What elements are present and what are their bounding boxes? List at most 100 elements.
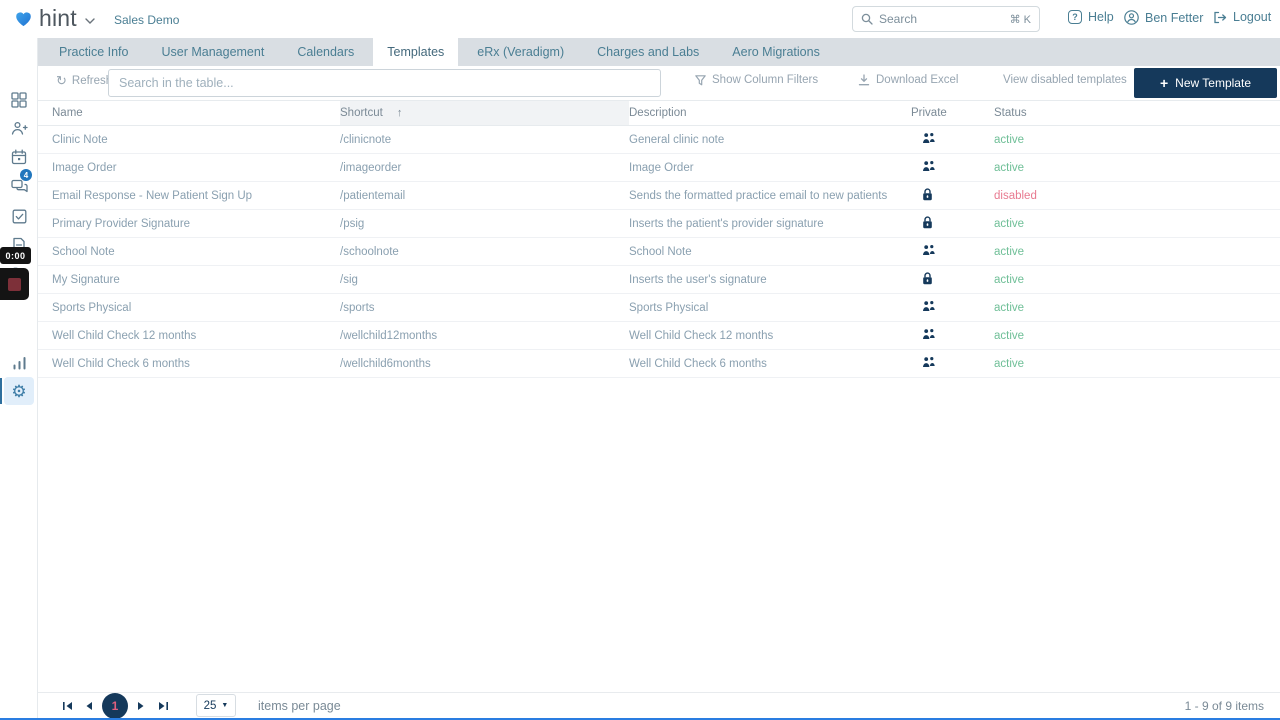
practice-name[interactable]: Sales Demo (114, 13, 180, 27)
cell-status: disabled (994, 189, 1037, 202)
column-header-name[interactable]: Name (52, 107, 83, 119)
cell-status: active (994, 357, 1025, 370)
cell-name: School Note (52, 245, 115, 258)
tab-practice-info[interactable]: Practice Info (45, 38, 142, 66)
tab-label: User Management (161, 45, 265, 59)
table-row[interactable]: Well Child Check 12 months /wellchild12m… (38, 322, 1280, 350)
tab-label: eRx (Veradigm) (477, 45, 565, 59)
current-page-button[interactable]: 1 (102, 692, 128, 719)
templates-panel: ↻ Refresh Show Column Filters Download E… (38, 66, 1280, 720)
search-icon (861, 13, 873, 25)
pagination-range-label: 1 - 9 of 9 items (1184, 698, 1264, 713)
cell-status: active (994, 161, 1025, 174)
cell-status: active (994, 273, 1025, 286)
hint-logo[interactable]: hint (14, 5, 95, 32)
next-page-button[interactable] (130, 695, 152, 717)
tab-label: Practice Info (59, 45, 129, 59)
first-page-button[interactable] (56, 695, 78, 717)
view-disabled-templates-link[interactable]: View disabled templates (1003, 74, 1127, 86)
table-row[interactable]: Clinic Note /clinicnote General clinic n… (38, 126, 1280, 154)
sidebar-item-dashboard[interactable] (0, 87, 38, 113)
cell-shortcut: /imageorder (340, 161, 402, 174)
lock-icon (923, 187, 932, 200)
select-caret-icon: ▼ (221, 702, 229, 709)
cell-description: Inserts the patient's provider signature (629, 217, 824, 230)
tab-erx-veradigm[interactable]: eRx (Veradigm) (463, 38, 578, 66)
sidebar-item-settings[interactable]: ⚙ (4, 377, 34, 405)
column-header-status[interactable]: Status (994, 107, 1027, 119)
tab-templates[interactable]: Templates (373, 38, 459, 66)
sidebar-item-tasks[interactable] (0, 203, 38, 229)
cell-shortcut: /patientemail (340, 189, 406, 202)
templates-table: Name Shortcut ↑ Description Private Stat… (38, 100, 1280, 378)
download-excel-label: Download Excel (876, 74, 959, 86)
cell-shortcut: /sig (340, 273, 358, 286)
items-per-page-label: items per page (258, 698, 341, 713)
global-search-input[interactable] (879, 12, 1004, 26)
cell-shortcut: /schoolnote (340, 245, 399, 258)
next-page-icon (138, 701, 144, 710)
refresh-icon: ↻ (56, 73, 67, 88)
cell-status: active (994, 133, 1025, 146)
tab-aero-migrations[interactable]: Aero Migrations (718, 38, 834, 66)
page-size-select[interactable]: 25 ▼ (196, 694, 236, 717)
tab-user-management[interactable]: User Management (147, 38, 278, 66)
sidebar-item-messages[interactable]: 4 (0, 169, 38, 199)
show-column-filters-button[interactable]: Show Column Filters (695, 74, 818, 86)
table-header-row: Name Shortcut ↑ Description Private Stat… (38, 100, 1280, 126)
cell-status: active (994, 329, 1025, 342)
tab-calendars[interactable]: Calendars (283, 38, 368, 66)
table-row[interactable]: My Signature /sig Inserts the user's sig… (38, 266, 1280, 294)
logout-button[interactable]: Logout (1213, 10, 1271, 24)
sidebar-active-indicator (0, 378, 2, 404)
recording-timer: 0:00 (0, 247, 31, 264)
table-row[interactable]: Primary Provider Signature /psig Inserts… (38, 210, 1280, 238)
cell-shortcut: /wellchild12months (340, 329, 438, 342)
cell-description: Image Order (629, 161, 694, 174)
tab-charges-and-labs[interactable]: Charges and Labs (583, 38, 713, 66)
shared-group-icon (923, 161, 935, 171)
tab-label: Templates (387, 45, 445, 59)
task-check-icon (12, 209, 26, 223)
download-excel-button[interactable]: Download Excel (858, 74, 958, 86)
filter-funnel-icon (695, 74, 706, 85)
table-search-input[interactable] (108, 69, 661, 97)
table-row[interactable]: Well Child Check 6 months /wellchild6mon… (38, 350, 1280, 378)
sort-ascending-icon: ↑ (396, 107, 403, 119)
previous-page-button[interactable] (78, 695, 100, 717)
recording-stop-button[interactable] (0, 268, 29, 300)
cell-description: Well Child Check 6 months (629, 357, 767, 370)
cell-description: Sports Physical (629, 301, 709, 314)
plus-icon: + (1159, 75, 1169, 91)
help-button[interactable]: ? Help (1068, 10, 1114, 24)
messages-badge: 4 (20, 169, 32, 181)
page-size-value: 25 (203, 699, 217, 712)
new-template-button[interactable]: + New Template (1134, 68, 1277, 98)
global-search[interactable]: ⌘ K (852, 6, 1040, 32)
sidebar-item-reports[interactable] (0, 350, 38, 376)
cell-name: My Signature (52, 273, 120, 286)
table-row[interactable]: School Note /schoolnote School Note (38, 238, 1280, 266)
table-row[interactable]: Image Order /imageorder Image Order (38, 154, 1280, 182)
column-header-private[interactable]: Private (911, 107, 947, 119)
last-page-button[interactable] (152, 695, 174, 717)
sidebar-item-patients[interactable] (0, 115, 38, 141)
view-disabled-label: View disabled templates (1003, 74, 1127, 86)
show-column-filters-label: Show Column Filters (712, 74, 819, 86)
sidebar-item-calendar[interactable] (0, 144, 38, 170)
shared-group-icon (923, 133, 935, 143)
cell-shortcut: /wellchild6months (340, 357, 431, 370)
chat-icon (10, 179, 28, 192)
table-row[interactable]: Email Response - New Patient Sign Up /pa… (38, 182, 1280, 210)
column-header-description[interactable]: Description (629, 107, 687, 119)
table-row[interactable]: Sports Physical /sports Sports Physical (38, 294, 1280, 322)
user-name: Ben Fetter (1145, 10, 1204, 25)
refresh-button[interactable]: ↻ Refresh (56, 74, 112, 87)
column-header-shortcut[interactable]: Shortcut ↑ (340, 101, 629, 125)
cell-name: Primary Provider Signature (52, 217, 191, 230)
hint-heart-icon (16, 11, 31, 26)
cell-name: Clinic Note (52, 133, 108, 146)
cell-status: active (994, 301, 1025, 314)
calendar-icon (11, 149, 27, 165)
user-menu[interactable]: Ben Fetter (1124, 10, 1203, 25)
